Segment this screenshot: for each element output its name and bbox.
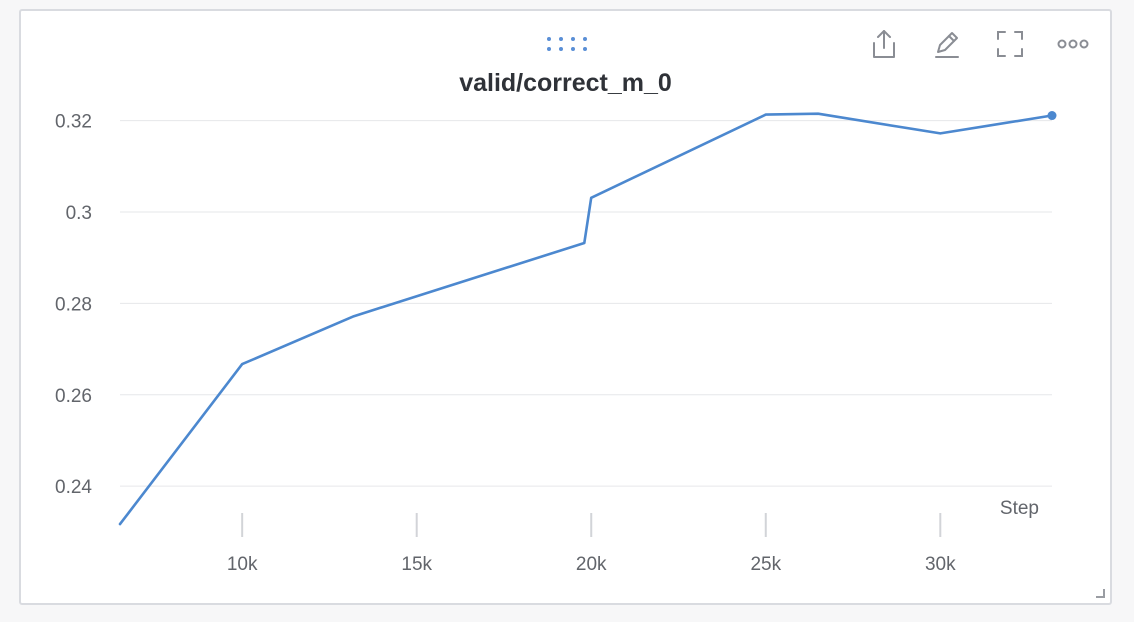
resize-handle-icon[interactable] (1095, 588, 1105, 598)
panel-toolbar (865, 27, 1092, 61)
y-tick-label: 0.28 (55, 294, 92, 315)
series-line (118, 112, 1054, 526)
drag-handle-icon[interactable] (545, 35, 591, 53)
y-tick-label: 0.32 (55, 112, 92, 133)
chart-title: valid/correct_m_0 (459, 69, 672, 97)
x-tick-label: 25k (750, 554, 781, 575)
share-icon[interactable] (865, 27, 903, 61)
fullscreen-icon[interactable] (991, 27, 1029, 61)
x-tick-label: 20k (576, 554, 607, 575)
edit-icon[interactable] (928, 27, 966, 61)
chart-panel: valid/correct_m_0 (19, 9, 1112, 605)
series-endpoint[interactable] (1047, 111, 1057, 121)
y-tick-label: 0.24 (55, 477, 92, 498)
x-axis-label: Step (1000, 498, 1039, 519)
x-tick-label: 15k (401, 554, 432, 575)
y-tick-label: 0.3 (66, 203, 92, 224)
more-options-icon[interactable] (1054, 27, 1092, 61)
x-tick-label: 30k (925, 554, 956, 575)
y-tick-label: 0.26 (55, 386, 92, 407)
x-tick-label: 10k (227, 554, 258, 575)
